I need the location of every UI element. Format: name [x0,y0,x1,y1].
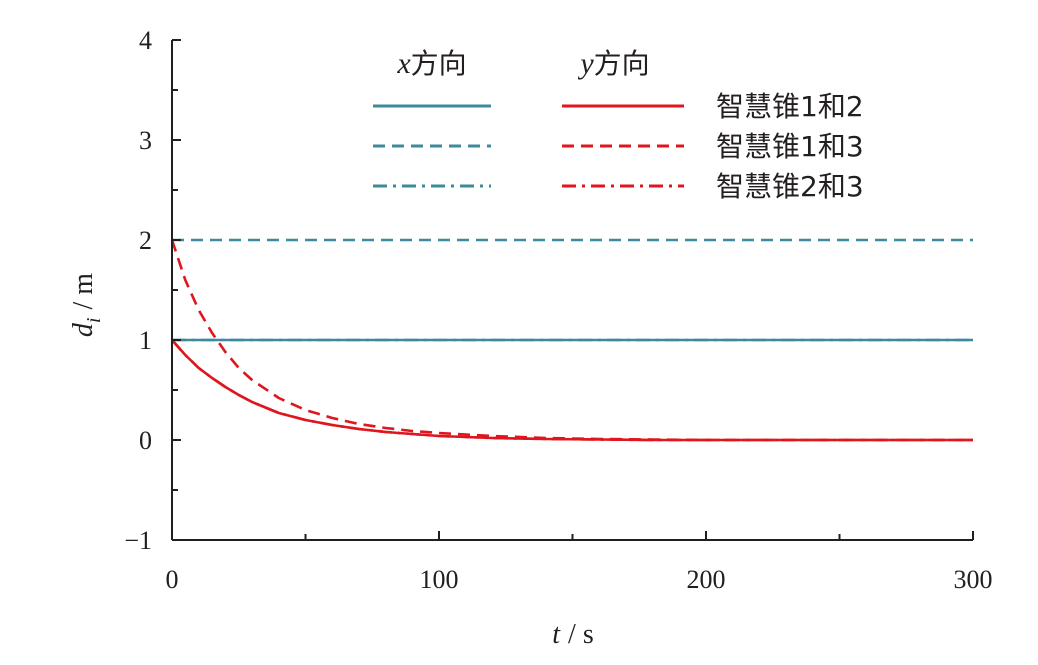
x-axis-label: t / s [552,619,593,650]
series-line-y-1 [171,339,973,442]
legend-header-text: 方向 [411,47,467,80]
legend-header-x: x方向 [396,47,466,80]
legend-entry-label: 智慧锥2和3 [716,170,864,203]
y-tick-label: 3 [139,126,152,155]
series-line-y-3 [171,339,973,442]
x-axis-variable: t [552,619,561,650]
y-tick-label: 4 [139,26,152,55]
legend-entry-label: 智慧锥1和2 [716,90,864,123]
x-tick-label: 0 [166,565,179,594]
x-tick-label: 300 [954,565,993,594]
y-tick-label: 2 [139,226,152,255]
y-tick-label: −1 [124,526,152,555]
legend-entry-label: 智慧锥1和3 [716,130,864,163]
y-tick-label: 1 [139,326,152,355]
y-axis-variable: d [68,322,99,337]
legend-header-variable: x [396,47,411,80]
x-tick-label: 100 [420,565,459,594]
axis-labels: t / s di / m [68,273,594,650]
series-layer [170,238,973,442]
legend-header-text: 方向 [594,47,650,80]
y-axis-unit: / m [68,273,99,310]
axes-layer: −1 0 1 2 3 4 0 100 200 300 [124,26,992,594]
x-axis-unit: / s [568,619,594,650]
legend-header-y: y方向 [577,47,649,80]
legend-header-variable: y [577,47,594,80]
x-tick-label: 200 [687,565,726,594]
y-axis-label: di / m [68,273,105,337]
y-axis-subscript: i [83,318,105,324]
y-tick-label: 0 [139,426,152,455]
series-line-y-2 [170,239,973,442]
